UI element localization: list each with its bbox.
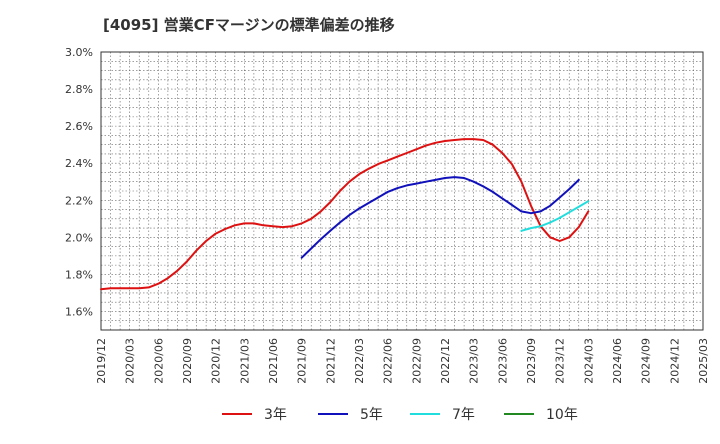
plot-border [100, 51, 704, 331]
x-tick-label: 2020/12 [210, 338, 223, 384]
x-tick-label: 2024/03 [582, 338, 595, 384]
y-tick-label: 2.0% [65, 231, 93, 244]
x-tick-label: 2023/03 [468, 338, 481, 384]
y-tick-label: 1.6% [65, 305, 93, 318]
x-tick-label: 2021/06 [267, 338, 280, 384]
x-tick-label: 2022/03 [353, 338, 366, 384]
x-tick-label: 2025/03 [697, 338, 710, 384]
x-tick-label: 2024/09 [640, 338, 653, 384]
x-tick-label: 2022/06 [382, 338, 395, 384]
x-tick-label: 2020/06 [152, 338, 165, 384]
legend-label: 3年 [264, 407, 287, 423]
x-tick-label: 2021/09 [296, 338, 309, 384]
legend-label: 7年 [452, 407, 475, 423]
x-tick-label: 2020/09 [181, 338, 194, 384]
x-tick-label: 2019/12 [95, 338, 108, 384]
x-tick-label: 2024/06 [611, 338, 624, 384]
x-tick-label: 2023/09 [525, 338, 538, 384]
legend-label: 5年 [360, 407, 383, 423]
y-tick-label: 2.6% [65, 120, 93, 133]
x-tick-label: 2020/03 [124, 338, 137, 384]
y-tick-label: 2.2% [65, 194, 93, 207]
series-line-5年 [300, 176, 580, 259]
y-tick-label: 2.8% [65, 83, 93, 96]
series-line-3年 [100, 138, 590, 291]
x-tick-label: 2023/12 [554, 338, 567, 384]
x-tick-label: 2022/09 [410, 338, 423, 384]
y-tick-label: 2.4% [65, 157, 93, 170]
x-tick-label: 2024/12 [668, 338, 681, 384]
legend-label: 10年 [546, 407, 578, 423]
y-tick-label: 3.0% [65, 46, 93, 59]
x-tick-label: 2023/06 [496, 338, 509, 384]
x-tick-label: 2021/12 [324, 338, 337, 384]
series-line-7年 [520, 200, 590, 232]
x-tick-label: 2021/03 [238, 338, 251, 384]
x-tick-label: 2022/12 [439, 338, 452, 384]
y-tick-label: 1.8% [65, 268, 93, 281]
chart-title: [4095] 営業CFマージンの標準偏差の推移 [103, 16, 395, 34]
